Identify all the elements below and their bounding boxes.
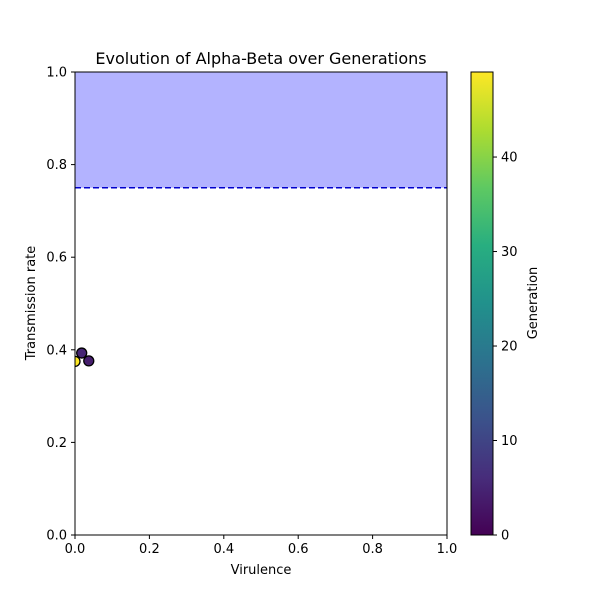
- x-axis-label: Virulence: [231, 563, 292, 578]
- scatter-points: [75, 347, 95, 368]
- threshold-shaded-region: [75, 72, 447, 188]
- y-tick-label: 0.6: [46, 251, 67, 266]
- colorbar-tick-label: 20: [501, 340, 518, 355]
- y-tick-label: 1.0: [46, 66, 67, 81]
- colorbar-label: Generation: [526, 267, 541, 340]
- x-tick-label: 0.4: [213, 542, 234, 557]
- x-tick-label: 1.0: [437, 542, 458, 557]
- x-tick-label: 0.8: [362, 542, 383, 557]
- scatter-point: [76, 347, 88, 359]
- colorbar-tick-label: 40: [501, 151, 518, 166]
- y-tick-label: 0.2: [46, 436, 67, 451]
- colorbar-tick-label: 30: [501, 245, 518, 260]
- scatter-point: [83, 355, 95, 367]
- y-axis-label: Transmission rate: [24, 246, 39, 362]
- y-tick-label: 0.8: [46, 158, 67, 173]
- scatter-point: [75, 355, 81, 368]
- y-tick-label: 0.4: [46, 343, 67, 358]
- colorbar-tick-label: 10: [501, 434, 518, 449]
- x-axis-ticks: 0.0 0.2 0.4 0.6 0.8 1.0: [65, 535, 458, 557]
- x-tick-label: 0.2: [139, 542, 160, 557]
- colorbar: [470, 71, 494, 536]
- plot-frame: [74, 71, 448, 536]
- chart-title: Evolution of Alpha-Beta over Generations: [95, 49, 426, 68]
- y-axis-ticks: 0.0 0.2 0.4 0.6 0.8 1.0: [46, 66, 75, 544]
- colorbar-ticks: 0 10 20 30 40: [493, 151, 518, 544]
- y-tick-label: 0.0: [46, 529, 67, 544]
- x-tick-label: 0.0: [65, 542, 86, 557]
- x-tick-label: 0.6: [288, 542, 309, 557]
- colorbar-tick-label: 0: [501, 529, 509, 544]
